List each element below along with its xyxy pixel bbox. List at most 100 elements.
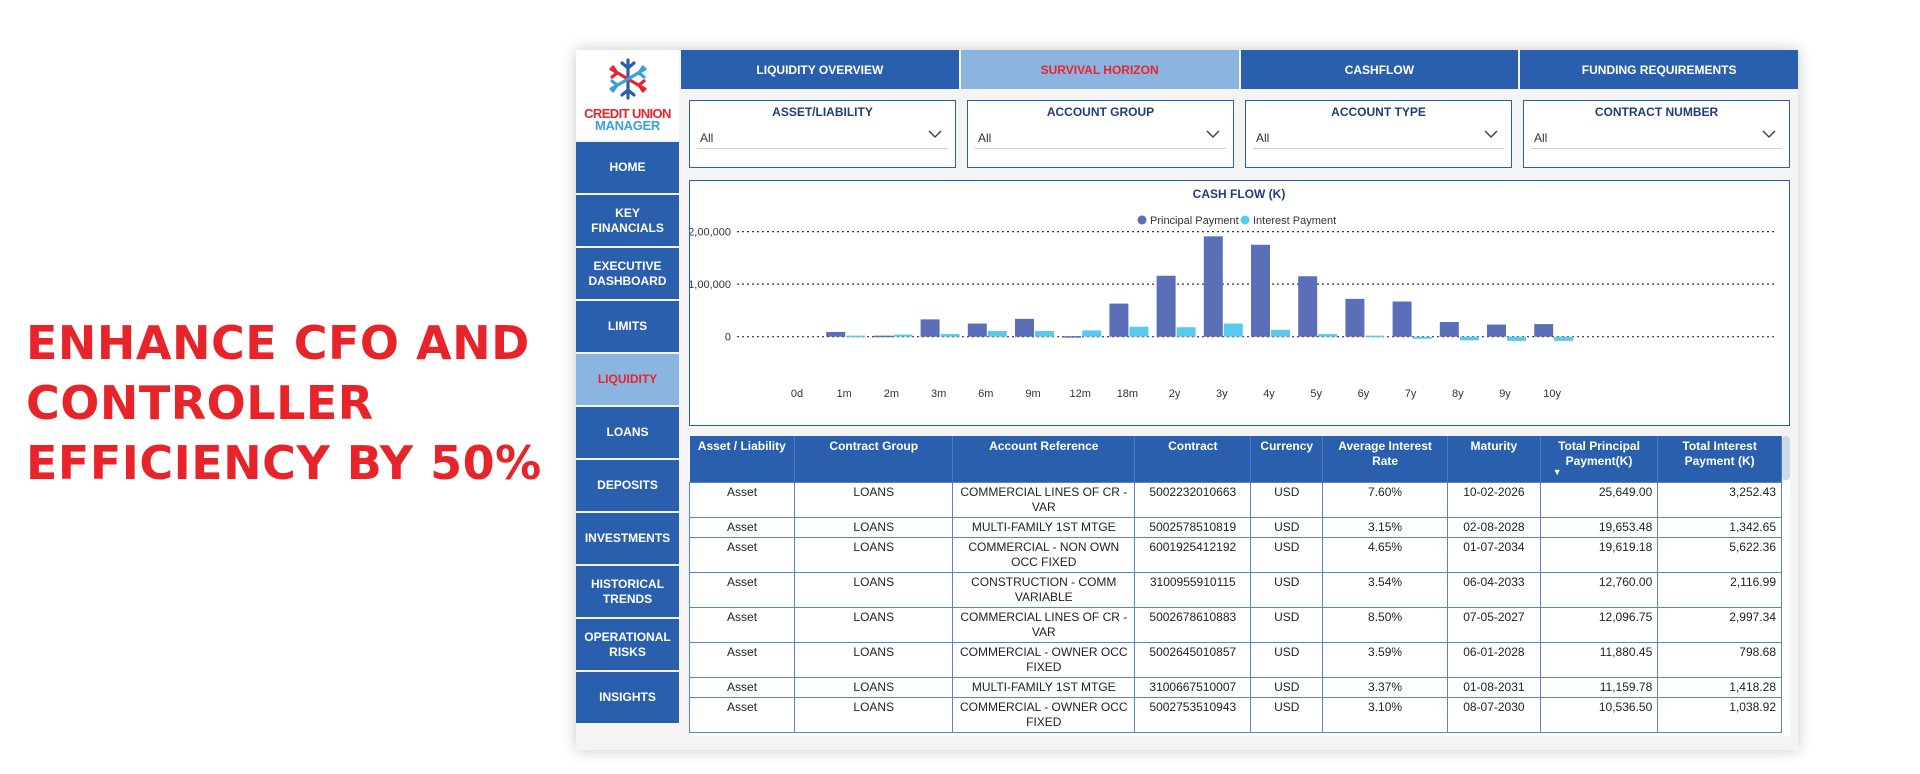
table-row[interactable]: Asset LOANS CONSTRUCTION - COMM VARIABLE 31… — [689, 571, 1782, 608]
sidebar-nav: HOME KEY FINANCIALS EXECUTIVE DASHBOARD … — [576, 142, 679, 725]
tab-liquidity-overview[interactable]: LIQUIDITY OVERVIEW — [681, 50, 959, 89]
sidebar-item-loans[interactable]: LOANS — [576, 407, 679, 458]
bar-principal-4y[interactable] — [1251, 244, 1270, 337]
cell-maturity: 06-04-2033 — [1447, 571, 1541, 608]
sidebar-item-insights[interactable]: INSIGHTS — [576, 672, 679, 723]
bar-interest-10y[interactable] — [1554, 336, 1574, 341]
table-row[interactable]: Asset LOANS MULTI-FAMILY 1ST MTGE 310066751… — [689, 676, 1782, 698]
chevron-down-icon — [1484, 130, 1498, 139]
bar-principal-1m[interactable] — [826, 331, 846, 337]
cell-maturity: 06-01-2028 — [1447, 641, 1541, 678]
col-header-average-interest-rate[interactable]: Average Interest Rate — [1322, 436, 1449, 482]
cell-account-reference: MULTI-FAMILY 1ST MTGE — [952, 676, 1136, 698]
bar-principal-7y[interactable] — [1392, 301, 1412, 337]
bar-principal-10y[interactable] — [1534, 324, 1554, 337]
cell-asset-liability: Asset — [689, 516, 796, 538]
bar-principal-6y[interactable] — [1345, 298, 1365, 337]
tab-survival-horizon[interactable]: SURVIVAL HORIZON — [960, 50, 1239, 89]
col-header-maturity[interactable]: Maturity — [1447, 436, 1541, 482]
sidebar-item-investments[interactable]: INVESTMENTS — [576, 513, 679, 564]
table-row[interactable]: Asset LOANS COMMERCIAL LINES OF CR - VAR 50… — [689, 481, 1782, 518]
bar-interest-4y[interactable] — [1271, 329, 1290, 337]
bar-principal-9m[interactable] — [1015, 318, 1034, 337]
x-tick-label: 9m — [1025, 388, 1040, 400]
chevron-down-icon — [1206, 130, 1220, 139]
account-group-dropdown[interactable]: All — [975, 125, 1226, 149]
cell-asset-liability: Asset — [689, 481, 796, 518]
sidebar-item-liquidity[interactable]: LIQUIDITY — [576, 354, 679, 405]
bar-interest-2m[interactable] — [893, 334, 913, 337]
brand-logo[interactable]: CREDIT UNION MANAGER — [576, 50, 679, 140]
cell-maturity: 01-08-2031 — [1447, 676, 1541, 698]
bar-principal-6m[interactable] — [967, 323, 987, 337]
cell-total-principal-payment: 10,536.50 — [1539, 696, 1659, 733]
table-row[interactable]: Asset LOANS COMMERCIAL - OWNER OCC FIXED 50… — [689, 641, 1782, 678]
bar-principal-18m[interactable] — [1109, 303, 1129, 337]
bar-interest-6y[interactable] — [1365, 335, 1385, 338]
contract-number-dropdown[interactable]: All — [1531, 125, 1782, 149]
bar-interest-1m[interactable] — [846, 335, 866, 338]
col-header-currency[interactable]: Currency — [1250, 436, 1324, 482]
sidebar-item-deposits[interactable]: DEPOSITS — [576, 460, 679, 511]
sidebar-item-key-financials[interactable]: KEY FINANCIALS — [576, 195, 679, 246]
sidebar-item-operational-risks[interactable]: OPERATIONAL RISKS — [576, 619, 679, 670]
table-row[interactable]: Asset LOANS COMMERCIAL - NON OWN OCC FIXED… — [689, 536, 1782, 573]
bar-interest-5y[interactable] — [1318, 334, 1338, 337]
bar-interest-12m[interactable] — [1082, 330, 1102, 337]
bar-principal-5y[interactable] — [1298, 276, 1318, 337]
cell-contract: 5002678610883 — [1134, 606, 1252, 643]
legend-label-principal: Principal Payment — [1150, 215, 1239, 227]
cell-asset-liability: Asset — [689, 536, 796, 573]
bar-principal-3y[interactable] — [1203, 236, 1223, 337]
cell-total-principal-payment: 25,649.00 — [1539, 481, 1659, 518]
y-tick-label: 0 — [725, 332, 731, 344]
table-scrollbar[interactable] — [1782, 436, 1790, 480]
y-tick-label: 2,00,000 — [690, 227, 731, 239]
bar-principal-2y[interactable] — [1156, 275, 1176, 337]
sort-descending-icon: ▼ — [1552, 466, 1562, 477]
bar-interest-9y[interactable] — [1507, 336, 1526, 341]
filter-label: ACCOUNT TYPE — [1331, 105, 1426, 119]
cell-account-reference: COMMERCIAL - OWNER OCC FIXED — [952, 641, 1136, 678]
sidebar-item-home[interactable]: HOME — [576, 142, 679, 193]
bar-interest-18m[interactable] — [1129, 326, 1149, 337]
cell-total-principal-payment: 19,619.18 — [1539, 536, 1659, 573]
sidebar-item-executive-dashboard[interactable]: EXECUTIVE DASHBOARD — [576, 248, 679, 299]
bar-principal-8y[interactable] — [1439, 321, 1459, 337]
bar-interest-8y[interactable] — [1459, 336, 1479, 341]
col-header-contract[interactable]: Contract — [1134, 436, 1252, 482]
tab-cashflow[interactable]: CASHFLOW — [1240, 50, 1519, 89]
cell-total-principal-payment: 19,653.48 — [1539, 516, 1659, 538]
cell-account-reference: MULTI-FAMILY 1ST MTGE — [952, 516, 1136, 538]
sidebar-item-limits[interactable]: LIMITS — [576, 301, 679, 352]
cell-account-reference: CONSTRUCTION - COMM VARIABLE — [952, 571, 1136, 608]
table-row[interactable]: Asset LOANS COMMERCIAL LINES OF CR - VAR 50… — [689, 606, 1782, 643]
cell-asset-liability: Asset — [689, 696, 796, 733]
col-header-account-reference[interactable]: Account Reference — [952, 436, 1136, 482]
bar-interest-3m[interactable] — [940, 334, 960, 337]
col-header-contract-group[interactable]: Contract Group — [794, 436, 954, 482]
bar-principal-3m[interactable] — [920, 319, 940, 337]
col-header-total-principal-payment[interactable]: Total Principal Payment(K) ▼ — [1540, 436, 1659, 482]
sidebar-item-historical-trends[interactable]: HISTORICAL TRENDS — [576, 566, 679, 617]
bar-interest-3y[interactable] — [1223, 323, 1243, 337]
bar-interest-6m[interactable] — [987, 330, 1007, 337]
bar-interest-7y[interactable] — [1412, 336, 1432, 339]
bar-principal-9y[interactable] — [1487, 324, 1506, 337]
bar-interest-9m[interactable] — [1035, 330, 1054, 337]
tab-funding-requirements[interactable]: FUNDING REQUIREMENTS — [1520, 50, 1798, 89]
cell-total-principal-payment: 12,096.75 — [1539, 606, 1659, 643]
col-header-asset-liability[interactable]: Asset / Liability — [689, 436, 796, 482]
headline-line-1: ENHANCE CFO AND — [26, 316, 530, 370]
dropdown-value: All — [1256, 131, 1270, 145]
bar-principal-12m[interactable] — [1062, 336, 1082, 338]
col-header-total-interest-payment[interactable]: Total Interest Payment (K) — [1657, 436, 1782, 482]
table-row[interactable]: Asset LOANS MULTI-FAMILY 1ST MTGE 500257851… — [689, 516, 1782, 538]
table-row[interactable]: Asset LOANS COMMERCIAL - OWNER OCC FIXED 50… — [689, 696, 1782, 733]
x-tick-label: 8y — [1452, 388, 1464, 400]
account-type-dropdown[interactable]: All — [1253, 125, 1504, 149]
asset-liability-dropdown[interactable]: All — [697, 125, 948, 149]
bar-interest-2y[interactable] — [1176, 327, 1196, 337]
bar-principal-2m[interactable] — [873, 335, 893, 338]
cell-maturity: 01-07-2034 — [1447, 536, 1541, 573]
